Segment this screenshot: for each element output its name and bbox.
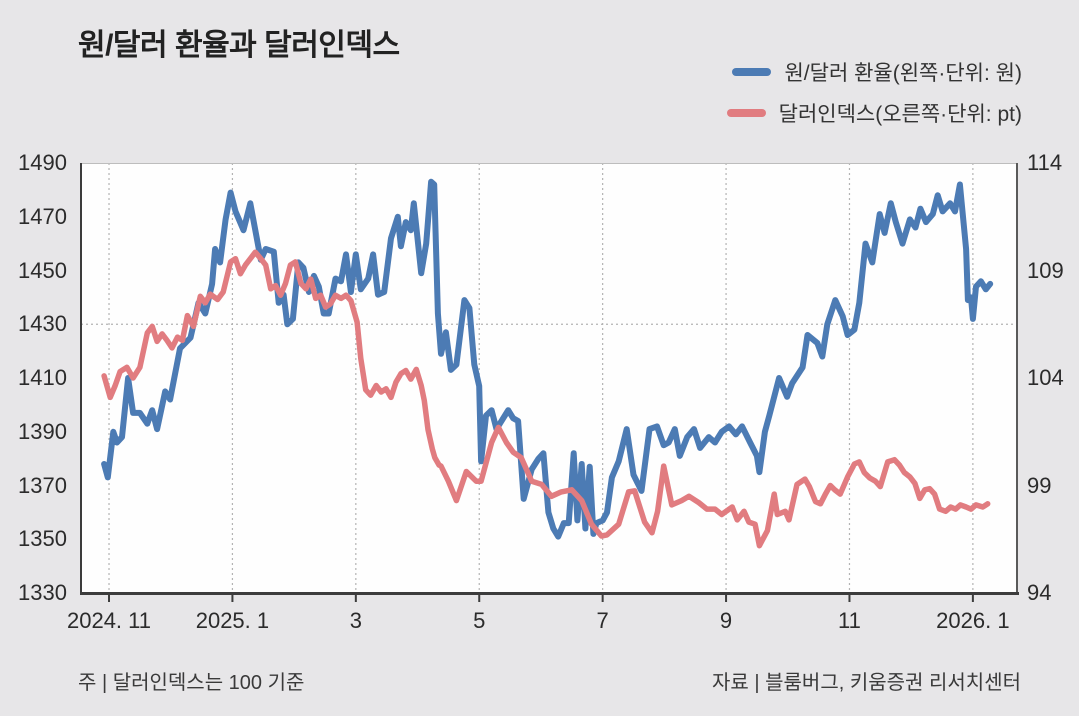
y-right-tick-label: 109 xyxy=(1027,257,1064,283)
dollar-index-line xyxy=(101,249,991,549)
y-left-tick-label: 1350 xyxy=(18,526,67,552)
plot-border-bottom xyxy=(79,592,1019,595)
y-left-tick-label: 1470 xyxy=(18,203,67,229)
plot-area xyxy=(81,163,1017,602)
plot-border-top xyxy=(81,162,1017,164)
legend-item-dollar-index: 달러인덱스(오른쪽·단위: pt) xyxy=(726,99,1022,127)
x-tick-label: 9 xyxy=(719,608,733,633)
chart-title: 원/달러 환율과 달러인덱스 xyxy=(78,29,400,62)
plot-svg xyxy=(81,163,1017,602)
legend-item-usdkrw: 원/달러 환율(왼쪽·단위: 원) xyxy=(732,58,1022,86)
y-left-tick-label: 1490 xyxy=(18,150,67,175)
x-tick-label: 2024. 11 xyxy=(66,608,152,633)
x-tick-label: 7 xyxy=(596,608,609,633)
y-right-tick-label: 99 xyxy=(1027,472,1052,498)
usdkrw-line-swatch xyxy=(732,68,772,76)
y-right-tick-label: 114 xyxy=(1027,150,1063,175)
y-left-tick-label: 1390 xyxy=(18,418,67,444)
y-left-tick-label: 1410 xyxy=(18,365,67,390)
x-tick-label: 5 xyxy=(473,608,486,633)
source-note: 자료 | 블룸버그, 키움증권 리서치센터 xyxy=(712,672,1021,694)
y-left-tick-label: 1450 xyxy=(18,257,67,283)
legend-label-dollar-index: 달러인덱스(오른쪽·단위: pt) xyxy=(778,103,1022,126)
x-tick-label: 2026. 1 xyxy=(936,608,1010,633)
plot-border-left xyxy=(79,163,82,595)
y-right-tick-label: 104 xyxy=(1027,365,1064,390)
dollar-index-line-swatch xyxy=(726,109,766,117)
x-tick-label: 2025. 1 xyxy=(195,608,270,633)
y-right-tick-label: 94 xyxy=(1027,580,1052,605)
y-left-tick-label: 1430 xyxy=(18,311,67,337)
y-left-tick-label: 1330 xyxy=(18,580,67,605)
legend-label-usdkrw: 원/달러 환율(왼쪽·단위: 원) xyxy=(784,62,1022,85)
usdkrw-line xyxy=(101,178,994,540)
y-left-tick-label: 1370 xyxy=(18,472,67,498)
legend: 원/달러 환율(왼쪽·단위: 원) 달러인덱스(오른쪽·단위: pt) xyxy=(726,58,1022,127)
x-tick-label: 11 xyxy=(838,608,861,633)
plot-border-right xyxy=(1016,163,1018,594)
footnote: 주 | 달러인덱스는 100 기준 xyxy=(78,672,305,694)
x-tick-label: 3 xyxy=(349,608,362,633)
